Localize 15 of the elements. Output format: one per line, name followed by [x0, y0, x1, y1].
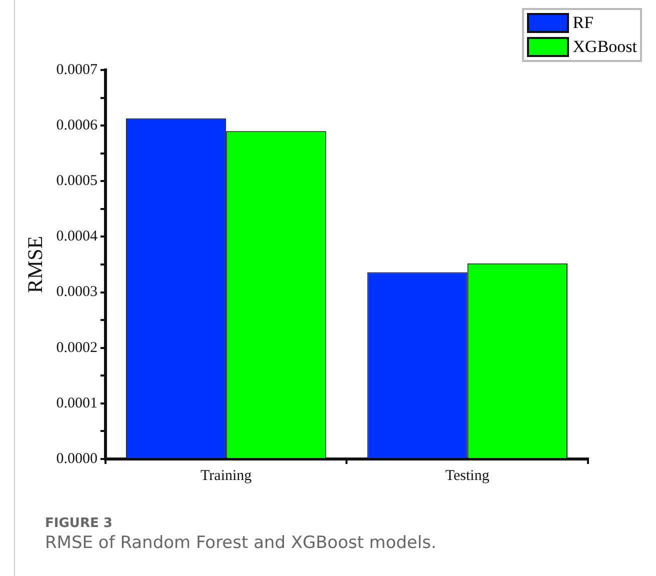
y-tick-label: 0.0005: [56, 173, 98, 190]
x-tick-label: Testing: [445, 468, 490, 484]
y-axis-title: RMSE: [23, 236, 48, 294]
y-tick-label: 0.0004: [56, 228, 98, 245]
text: 0.0000: [56, 450, 98, 467]
y-tick-label: 0.0006: [56, 118, 98, 134]
caption: FIGURE 3: [45, 516, 114, 531]
y-tick-label: 0.0003: [56, 284, 98, 300]
legend-label: XGBoost: [572, 37, 637, 57]
legend-label: RF: [572, 13, 594, 33]
x-tick-label: Training: [200, 468, 252, 484]
y-tick-label: 0.0007: [56, 62, 98, 78]
y-tick-label: 0.0002: [56, 340, 98, 356]
text: RMSE of Random Forest and XGBoost models.: [45, 533, 436, 553]
y-tick-label: 0.0001: [56, 395, 98, 412]
